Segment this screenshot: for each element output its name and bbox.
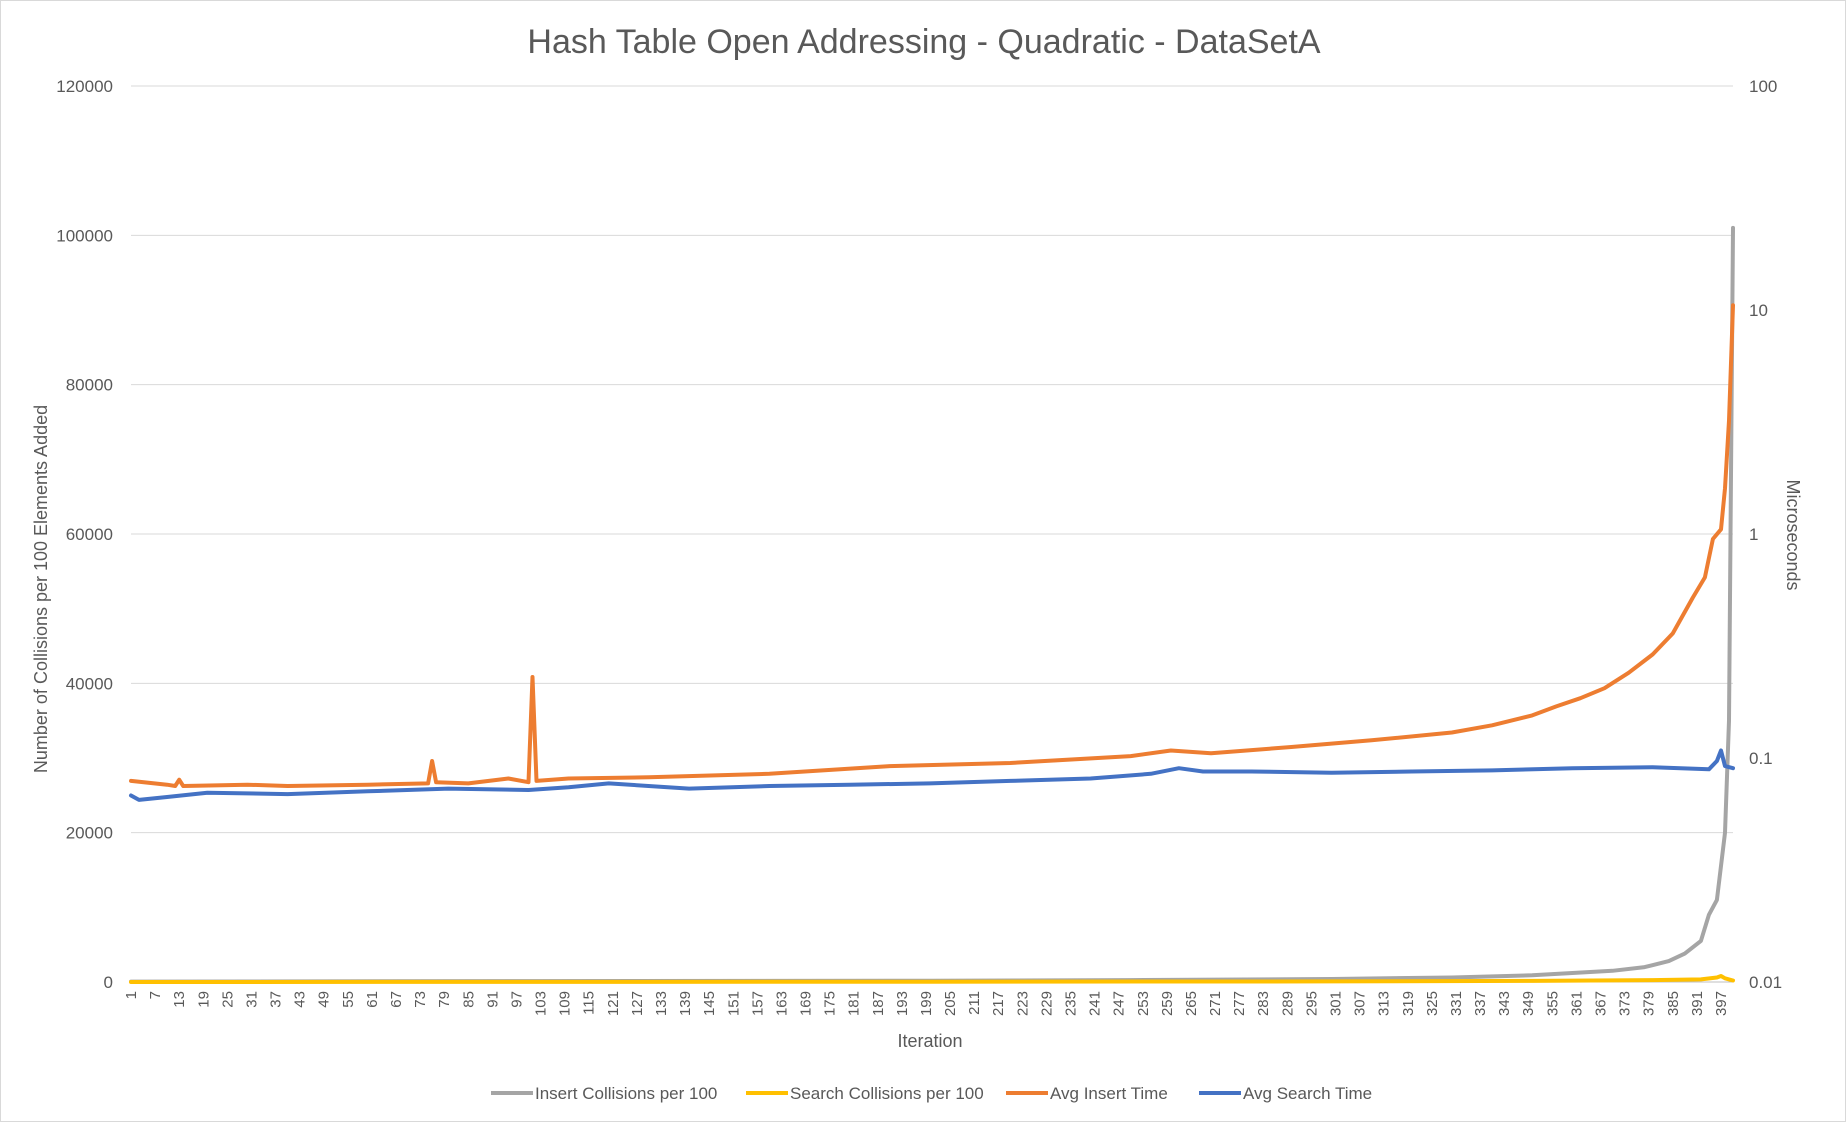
x-tick-label: 181 (846, 991, 863, 1016)
x-tick-label: 313 (1376, 991, 1393, 1016)
x-tick-label: 109 (557, 991, 574, 1016)
y-tick-label: 0 (104, 973, 113, 992)
right-y-axis: 0.01 0.1 1 10 100 (1749, 77, 1782, 992)
series-line-1 (129, 974, 1735, 984)
x-tick-label: 235 (1063, 991, 1080, 1016)
x-tick-label: 157 (749, 991, 766, 1016)
x-tick-label: 379 (1641, 991, 1658, 1016)
x-tick-label: 325 (1424, 991, 1441, 1016)
x-tick-label: 367 (1593, 991, 1610, 1016)
gridlines (131, 85, 1733, 983)
x-tick-label: 19 (195, 991, 212, 1008)
x-tick-label: 385 (1665, 991, 1682, 1016)
series-line-3 (129, 748, 1735, 802)
x-tick-label: 349 (1520, 991, 1537, 1016)
x-tick-label: 25 (219, 991, 236, 1008)
x-tick-label: 1 (123, 991, 140, 999)
y-tick-label: 40000 (66, 674, 113, 693)
y-tick-label: 60000 (66, 525, 113, 544)
x-tick-label: 277 (1231, 991, 1248, 1016)
legend-label: Search Collisions per 100 (790, 1084, 984, 1103)
x-tick-label: 175 (822, 991, 839, 1016)
series-lines (129, 225, 1735, 984)
x-tick-label: 7 (147, 991, 164, 999)
x-tick-label: 91 (484, 991, 501, 1008)
legend-label: Avg Search Time (1243, 1084, 1372, 1103)
x-tick-label: 373 (1617, 991, 1634, 1016)
x-tick-label: 49 (316, 991, 333, 1008)
x-tick-label: 205 (942, 991, 959, 1016)
left-y-axis-title: Number of Collisions per 100 Elements Ad… (31, 405, 51, 773)
x-tick-label: 145 (701, 991, 718, 1016)
x-tick-label: 253 (1135, 991, 1152, 1016)
x-tick-label: 115 (581, 991, 598, 1015)
x-tick-label: 85 (460, 991, 477, 1008)
x-tick-label: 301 (1328, 991, 1345, 1016)
x-tick-label: 133 (653, 991, 670, 1016)
chart-title: Hash Table Open Addressing - Quadratic -… (527, 23, 1320, 61)
legend-label: Insert Collisions per 100 (535, 1084, 717, 1103)
legend-label: Avg Insert Time (1050, 1084, 1168, 1103)
x-tick-label: 331 (1448, 991, 1465, 1016)
x-tick-label: 295 (1303, 991, 1320, 1016)
x-tick-label: 265 (1183, 991, 1200, 1016)
y2-tick-label: 10 (1749, 301, 1768, 320)
x-tick-label: 223 (1014, 991, 1031, 1016)
x-tick-label: 67 (388, 991, 405, 1008)
y-tick-label: 20000 (66, 824, 113, 843)
x-tick-label: 151 (725, 991, 742, 1016)
x-tick-label: 193 (894, 991, 911, 1016)
x-tick-label: 211 (966, 991, 983, 1015)
y2-tick-label: 1 (1749, 525, 1758, 544)
x-tick-label: 13 (171, 991, 188, 1008)
x-tick-label: 199 (918, 991, 935, 1016)
x-tick-label: 187 (870, 991, 887, 1016)
x-tick-label: 55 (340, 991, 357, 1008)
x-tick-label: 103 (533, 991, 550, 1016)
x-tick-label: 37 (268, 991, 285, 1008)
x-tick-label: 259 (1159, 991, 1176, 1016)
x-tick-label: 241 (1087, 991, 1104, 1016)
x-axis-title: Iteration (897, 1031, 962, 1051)
x-tick-label: 319 (1400, 991, 1417, 1016)
x-tick-label: 73 (412, 991, 429, 1008)
y2-tick-label: 0.1 (1749, 749, 1773, 768)
x-tick-label: 307 (1352, 991, 1369, 1016)
x-tick-label: 139 (677, 991, 694, 1016)
x-tick-label: 169 (798, 991, 815, 1016)
x-tick-label: 97 (508, 991, 525, 1008)
y-tick-label: 120000 (56, 77, 113, 96)
y2-tick-label: 100 (1749, 77, 1777, 96)
series-line-2 (129, 303, 1735, 788)
left-y-axis: 0 20000 40000 60000 80000 100000 120000 (56, 77, 113, 992)
x-axis: 1 7 13 19 25 31 37 43 49 55 61 67 73 79 85 91 97 103 109 11… (123, 981, 1733, 1016)
right-y-axis-title: Microseconds (1783, 479, 1803, 590)
x-tick-label: 355 (1544, 991, 1561, 1016)
x-tick-label: 31 (243, 991, 260, 1008)
y-tick-label: 80000 (66, 376, 113, 395)
x-tick-label: 229 (1038, 991, 1055, 1016)
y-tick-label: 100000 (56, 226, 113, 245)
x-tick-label: 391 (1689, 991, 1706, 1016)
x-tick-label: 121 (605, 991, 622, 1016)
x-tick-label: 79 (436, 991, 453, 1008)
x-tick-label: 217 (990, 991, 1007, 1016)
x-tick-label: 289 (1279, 991, 1296, 1016)
x-tick-label: 361 (1568, 991, 1585, 1016)
x-tick-label: 163 (773, 991, 790, 1016)
x-tick-label: 271 (1207, 991, 1224, 1016)
y2-tick-label: 0.01 (1749, 973, 1782, 992)
x-tick-label: 343 (1496, 991, 1513, 1016)
x-tick-label: 61 (364, 991, 381, 1008)
legend: Insert Collisions per 100 Search Collisio… (491, 1084, 1372, 1103)
series-line-0 (129, 225, 1735, 984)
x-tick-label: 283 (1255, 991, 1272, 1016)
x-tick-label: 43 (292, 991, 309, 1008)
x-tick-label: 127 (629, 991, 646, 1016)
x-tick-label: 247 (1111, 991, 1128, 1016)
x-tick-label: 337 (1472, 991, 1489, 1016)
x-tick-label: 397 (1713, 991, 1730, 1016)
